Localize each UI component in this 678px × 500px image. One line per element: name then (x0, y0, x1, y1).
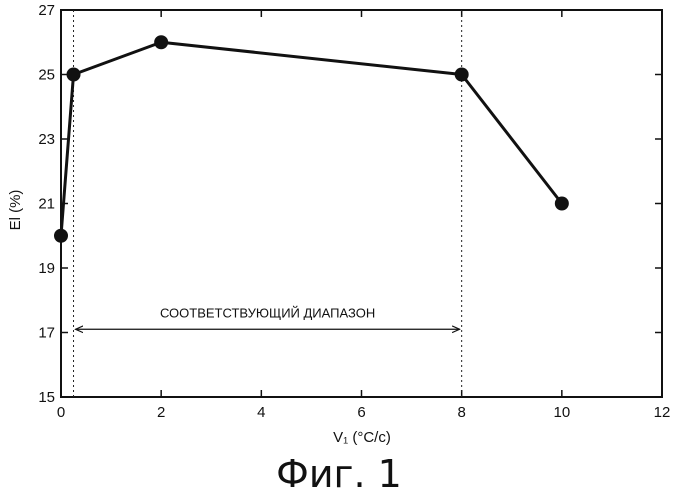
x-tick-label: 12 (654, 404, 671, 421)
plot-area-frame (61, 10, 662, 397)
figure-caption: Фиг. 1 (0, 452, 678, 496)
y-tick-label: 25 (38, 67, 55, 84)
data-point (67, 68, 81, 82)
y-tick-label: 27 (38, 2, 55, 19)
range-annotation-label: СООТВЕТСТВУЮЩИЙ ДИАПАЗОН (160, 305, 375, 320)
data-point (154, 35, 168, 49)
x-tick-label: 8 (457, 404, 465, 421)
data-point (555, 197, 569, 211)
y-tick-label: 19 (38, 260, 55, 277)
x-tick-label: 10 (553, 404, 570, 421)
x-tick-label: 0 (57, 404, 65, 421)
data-point (54, 229, 68, 243)
series-line (61, 42, 562, 236)
data-point (455, 68, 469, 82)
y-tick-label: 23 (38, 131, 55, 148)
y-tick-label: 17 (38, 325, 55, 342)
y-tick-label: 15 (38, 389, 55, 406)
x-tick-label: 2 (157, 404, 165, 421)
x-axis-label: V₁ (°C/c) (333, 429, 391, 446)
x-tick-label: 6 (357, 404, 365, 421)
line-chart: 0 2 4 6 8 10 12 15 17 19 21 23 25 27 СООТВЕТСТВУЮЩИЙ … (0, 0, 678, 450)
y-tick-label: 21 (38, 196, 55, 213)
x-tick-label: 4 (257, 404, 265, 421)
y-axis-label: El (%) (7, 190, 24, 231)
